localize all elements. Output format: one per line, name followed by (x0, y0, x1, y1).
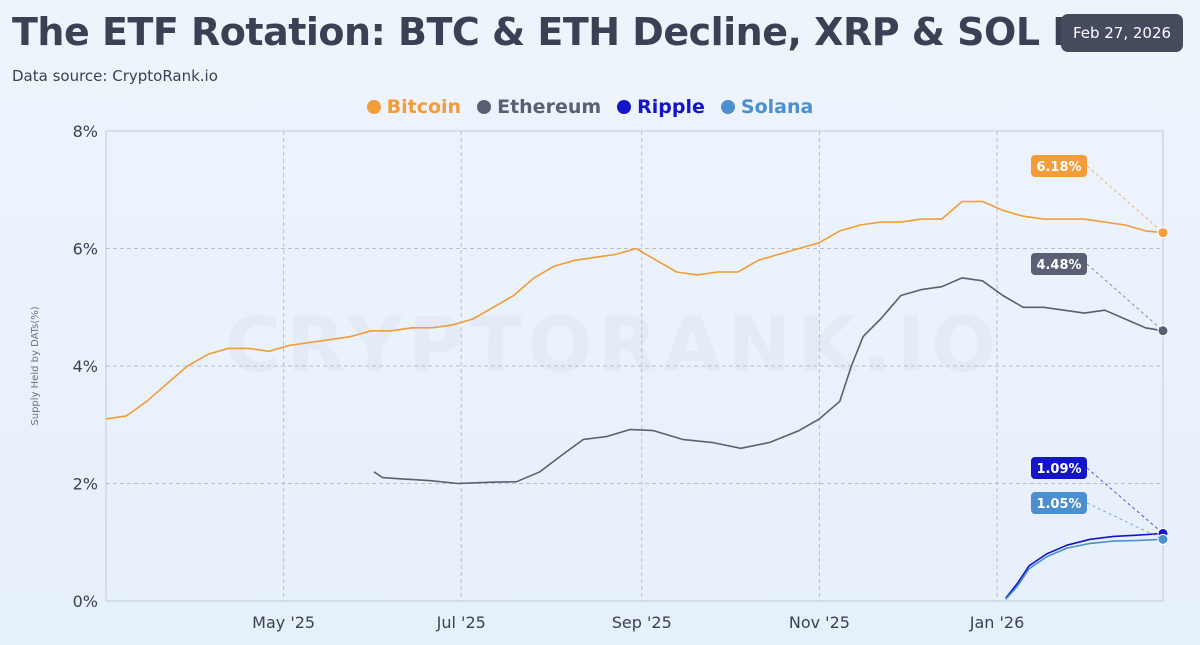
end-label-box-solana (1031, 492, 1087, 514)
x-tick-label: May '25 (252, 613, 315, 632)
end-label-leader-ethereum (1086, 263, 1164, 332)
end-label-box-bitcoin (1031, 155, 1087, 177)
legend-item-ripple[interactable]: Ripple (617, 96, 705, 118)
x-tick-label: Nov '25 (789, 613, 850, 632)
y-tick-label: 4% (73, 357, 98, 376)
end-label-ripple: 1.09% (1036, 462, 1081, 477)
legend-ethereum-label: Ethereum (497, 96, 602, 118)
legend-item-solana[interactable]: Solana (720, 96, 814, 118)
series-line-ethereum (373, 277, 1164, 485)
legend-ripple-label: Ripple (637, 96, 705, 118)
series-line-ripple (1005, 532, 1164, 599)
end-label-leader-bitcoin (1086, 165, 1164, 234)
end-label-box-ripple (1031, 457, 1087, 479)
end-label-bitcoin: 6.18% (1036, 160, 1081, 175)
x-tick-label: Jul '25 (436, 613, 486, 632)
legend-bitcoin-marker (366, 100, 381, 114)
end-label-box-ethereum (1031, 253, 1087, 275)
legend-item-bitcoin[interactable]: Bitcoin (366, 96, 462, 118)
legend-solana-marker (720, 100, 735, 114)
y-tick-label: 8% (73, 122, 98, 141)
y-tick-label: 2% (73, 475, 98, 494)
y-tick-label: 0% (73, 592, 98, 611)
data-source: Data source: CryptoRank.io (12, 67, 218, 85)
series-line-bitcoin (105, 200, 1164, 420)
chart-title: The ETF Rotation: BTC & ETH Decline, XRP… (12, 10, 1141, 54)
legend-bitcoin-label: Bitcoin (386, 96, 462, 118)
end-label-leader-ripple (1086, 467, 1164, 534)
x-tick-label: Sep '25 (612, 613, 672, 632)
legend-ripple-marker (617, 100, 632, 114)
legend-solana-label: Solana (740, 96, 814, 118)
watermark: CRYPTORANK.IO (225, 300, 1002, 389)
end-label-ethereum: 4.48% (1036, 258, 1081, 273)
y-tick-label: 6% (73, 240, 98, 259)
x-tick-label: Jan '26 (969, 613, 1025, 632)
chart-legend: Bitcoin Ethereum Ripple Solana (0, 96, 1180, 118)
legend-ethereum-marker (477, 100, 492, 114)
end-label-leader-solana (1086, 502, 1164, 540)
series-line-solana (1005, 538, 1164, 600)
y-axis-title: Supply Held by DATs(%) (30, 306, 41, 425)
legend-item-ethereum[interactable]: Ethereum (477, 96, 601, 118)
end-label-solana: 1.05% (1036, 497, 1081, 512)
date-badge: Feb 27, 2026 (1061, 14, 1183, 52)
